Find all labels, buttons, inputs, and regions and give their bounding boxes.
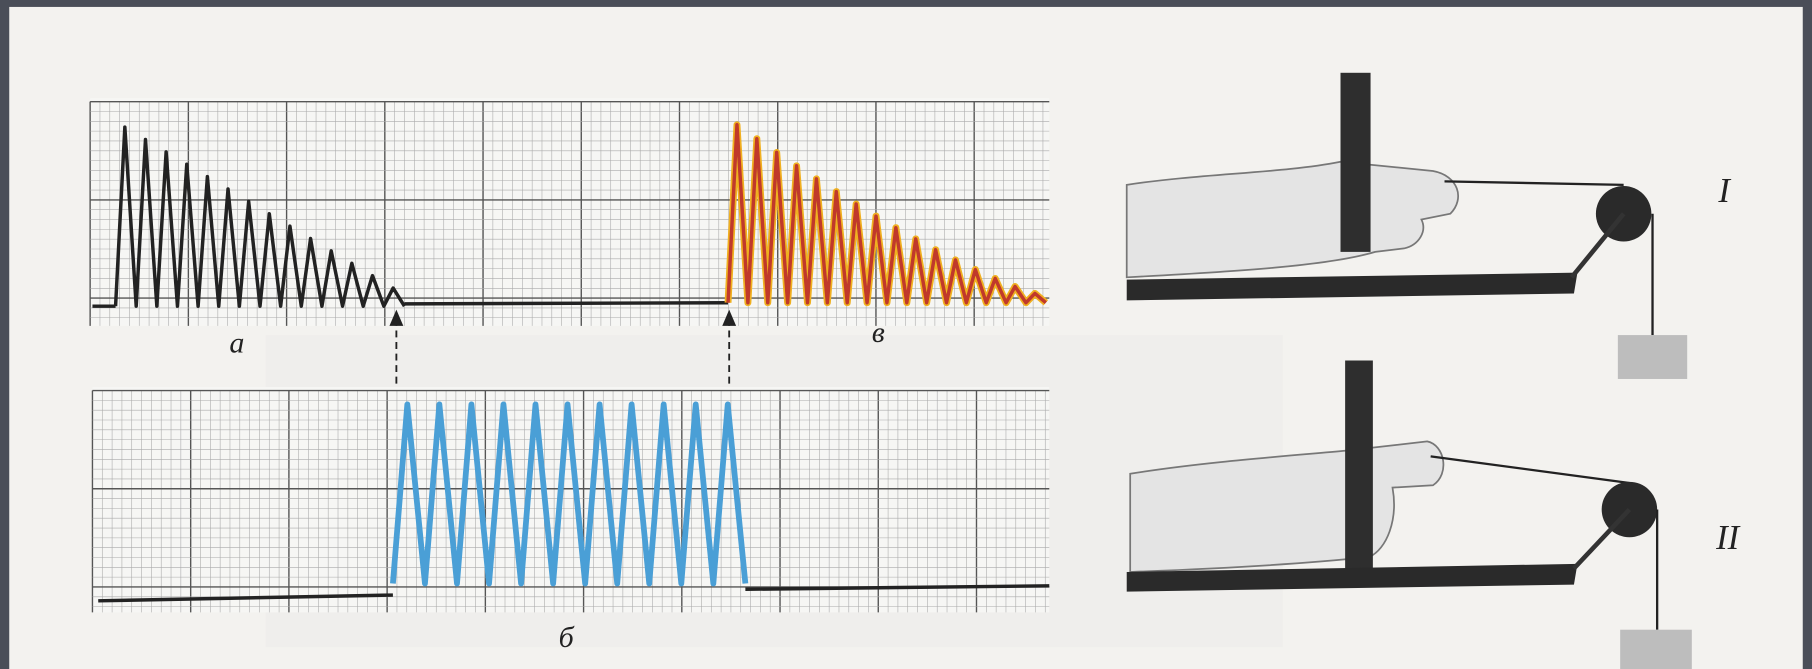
flat-trace (404, 303, 728, 304)
figure: а в б I II (0, 0, 1812, 669)
trace-label: а (229, 326, 244, 359)
weight (1618, 335, 1687, 379)
finger-rest (1341, 73, 1371, 252)
weight (1620, 630, 1692, 669)
trace-label: б (559, 621, 575, 654)
page: {"trace_labels": {"top_left": "а", "top_… (0, 0, 1812, 669)
setup-label: II (1715, 519, 1741, 557)
setup-label: I (1717, 172, 1731, 210)
finger-rest (1345, 360, 1373, 568)
trace-label: в (872, 316, 885, 349)
